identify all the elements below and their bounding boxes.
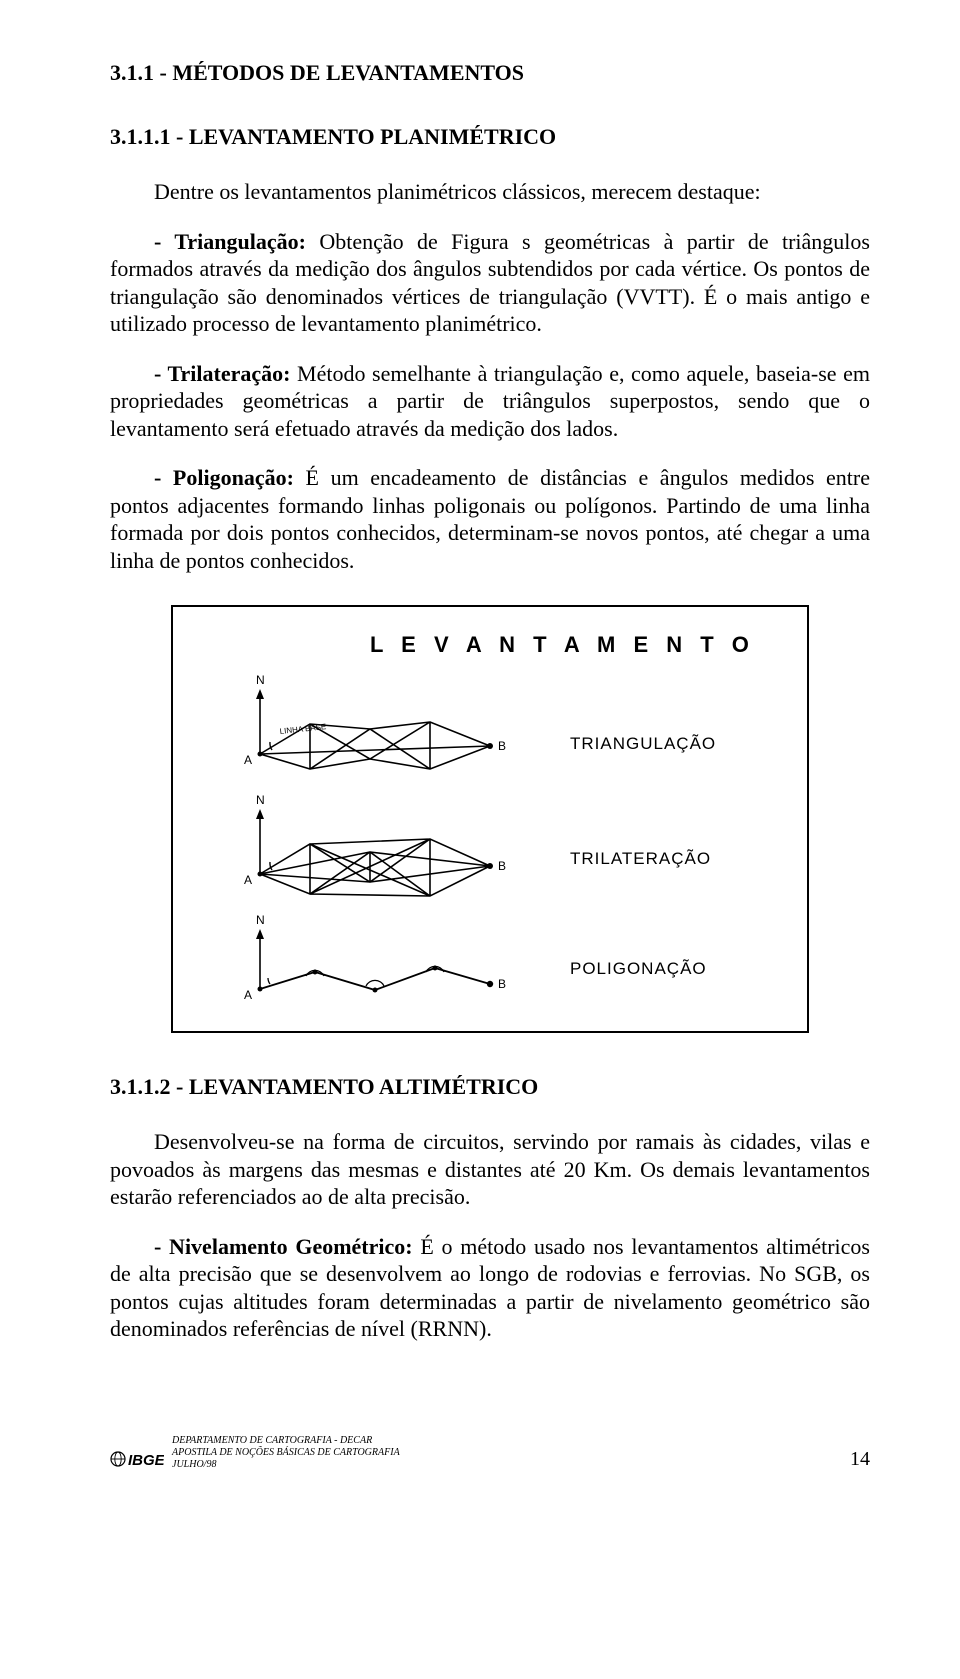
logo-text: IBGE — [128, 1452, 164, 1469]
para-trilateracao: - Trilateração: Método semelhante à tria… — [110, 360, 870, 443]
para-altimetrico: Desenvolveu-se na forma de circuitos, se… — [110, 1128, 870, 1211]
point-a-3: A — [244, 988, 252, 1002]
axis-n-label-1: N — [256, 673, 265, 687]
label-nivelamento: - Nivelamento Geométrico: — [154, 1234, 413, 1259]
footer-line2: APOSTILA DE NOÇÕES BÁSICAS DE CARTOGRAFI… — [172, 1447, 400, 1459]
axis-n-label-3: N — [256, 913, 265, 927]
footer-credits: DEPARTAMENTO DE CARTOGRAFIA - DECAR APOS… — [172, 1435, 400, 1471]
page-number: 14 — [850, 1448, 870, 1471]
diagram-trilateracao: N A B — [244, 793, 506, 896]
logo-icon: IBGE — [110, 1447, 164, 1471]
figure-title: L E V A N T A M E N T O — [370, 632, 755, 657]
label-trilateracao: - Trilateração: — [154, 361, 290, 386]
diagram-poligonacao: N A B — [244, 913, 506, 1002]
para-nivelamento: - Nivelamento Geométrico: É o método usa… — [110, 1233, 870, 1343]
label-fig-trilateracao: TRILATERAÇÃO — [570, 849, 711, 868]
label-triangulacao: - Triangulação: — [154, 229, 306, 254]
heading-1: 3.1.1 - MÉTODOS DE LEVANTAMENTOS — [110, 60, 870, 86]
footer-line1: DEPARTAMENTO DE CARTOGRAFIA - DECAR — [172, 1435, 400, 1447]
page-content: 3.1.1 - MÉTODOS DE LEVANTAMENTOS 3.1.1.1… — [0, 0, 960, 1405]
point-a-2: A — [244, 873, 252, 887]
text-altimetrico: Desenvolveu-se na forma de circuitos, se… — [110, 1129, 870, 1209]
page-footer: IBGE DEPARTAMENTO DE CARTOGRAFIA - DECAR… — [0, 1435, 960, 1501]
label-fig-triangulacao: TRIANGULAÇÃO — [570, 734, 716, 753]
diagram-triangulacao: N LINHA BASE A B — [244, 673, 506, 769]
ibge-logo: IBGE — [110, 1447, 164, 1471]
heading-2-altimetrico: 3.1.1.2 - LEVANTAMENTO ALTIMÉTRICO — [110, 1074, 870, 1100]
text-intro: Dentre os levantamentos planimétricos cl… — [154, 179, 761, 204]
label-poligonacao: - Poligonação: — [154, 465, 294, 490]
point-a-1: A — [244, 753, 252, 767]
point-b-3: B — [498, 977, 506, 991]
figure-levantamento: L E V A N T A M E N T O N LINHA BASE A B — [170, 604, 810, 1034]
heading-2-planimetrico: 3.1.1.1 - LEVANTAMENTO PLANIMÉTRICO — [110, 124, 870, 150]
label-fig-poligonacao: POLIGONAÇÃO — [570, 959, 707, 978]
footer-left: IBGE DEPARTAMENTO DE CARTOGRAFIA - DECAR… — [110, 1435, 400, 1471]
footer-line3: JULHO/98 — [172, 1459, 400, 1471]
figure-svg: L E V A N T A M E N T O N LINHA BASE A B — [170, 604, 810, 1034]
para-intro: Dentre os levantamentos planimétricos cl… — [110, 178, 870, 206]
point-b-2: B — [498, 859, 506, 873]
point-b-1: B — [498, 739, 506, 753]
para-poligonacao: - Poligonação: É um encadeamento de dist… — [110, 464, 870, 574]
para-triangulacao: - Triangulação: Obtenção de Figura s geo… — [110, 228, 870, 338]
axis-n-label-2: N — [256, 793, 265, 807]
